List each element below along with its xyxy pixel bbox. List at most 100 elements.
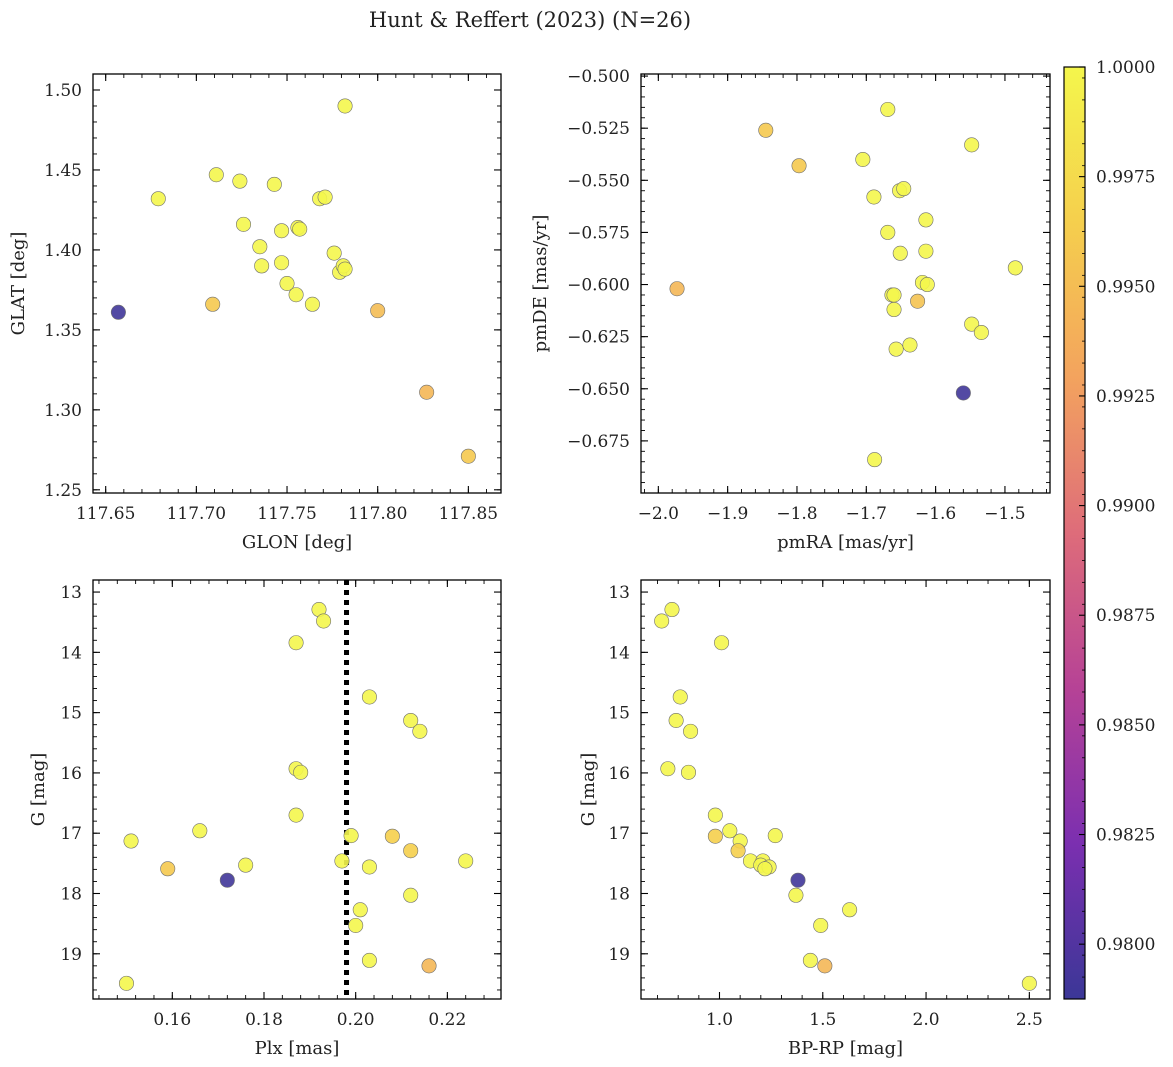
scatter-point — [316, 613, 332, 629]
y-tick-label: −0.650 — [567, 380, 630, 400]
scatter-point — [892, 245, 908, 261]
plot-frame — [640, 73, 1051, 494]
colorbar-tick-label: 0.9825 — [1096, 826, 1155, 846]
colorbar-tick-label: 0.9975 — [1096, 168, 1155, 188]
panel-plx: 0.16 0.18 0.20 0.22 13 14 15 16 17 18 19 Plx [mas] G… — [28, 579, 502, 1059]
scatter-point — [707, 828, 723, 844]
y-tick-label: 18 — [60, 884, 82, 904]
scatter-point — [918, 212, 934, 228]
x-tick-label: 117.85 — [439, 504, 498, 524]
y-tick-label: −0.525 — [567, 119, 630, 139]
panel-pm: −2.0 −1.9 −1.8 −1.7 −1.6 −1.5 −0.500 −0.525 −0.5… — [530, 67, 1051, 553]
scatter-point — [317, 189, 333, 205]
colorbar-tick-label: 0.9875 — [1096, 606, 1155, 626]
scatter-point — [238, 857, 254, 873]
scatter-point — [254, 258, 270, 274]
x-axis-label: GLON [deg] — [242, 532, 352, 553]
scatter-point — [266, 176, 282, 192]
scatter-point — [707, 807, 723, 823]
y-tick-label: 15 — [608, 704, 630, 724]
scatter-point — [219, 872, 235, 888]
y-tick-label: 14 — [60, 643, 82, 663]
scatter-point — [458, 853, 474, 869]
scatter-point — [293, 764, 309, 780]
y-tick-label: 1.30 — [44, 401, 82, 421]
scatter-point — [714, 635, 730, 651]
scatter-point — [886, 287, 902, 303]
x-axis-label: BP-RP [mag] — [788, 1038, 903, 1059]
scatter-point — [337, 261, 353, 277]
scatter-point — [337, 98, 353, 114]
scatter-point — [361, 859, 377, 875]
x-tick-label: 0.16 — [153, 1010, 191, 1030]
scatter-point — [403, 843, 419, 859]
scatter-point — [252, 239, 268, 255]
y-tick-label: 19 — [608, 945, 630, 965]
scatter-point — [384, 828, 400, 844]
y-tick-label: −0.575 — [567, 223, 630, 243]
y-tick-label: 13 — [608, 583, 630, 603]
scatter-point — [886, 302, 902, 318]
colorbar: 0.9800 0.9825 0.9850 0.9875 0.9900 0.9925 0.99… — [1063, 58, 1155, 1000]
scatter-point — [208, 167, 224, 183]
scatter-point — [664, 602, 680, 618]
scatter-point — [361, 689, 377, 705]
scatter-point — [955, 385, 971, 401]
scatter-point — [813, 917, 829, 933]
scatter-point — [722, 823, 738, 839]
scatter-point — [334, 853, 350, 869]
scatter-point — [236, 216, 252, 232]
scatter-point — [788, 887, 804, 903]
scatter-point — [304, 296, 320, 312]
x-tick-label: 0.18 — [245, 1010, 283, 1030]
scatter-point — [683, 723, 699, 739]
x-tick-label: 0.20 — [337, 1010, 375, 1030]
scatter-point — [110, 304, 126, 320]
y-axis-label: G [mag] — [28, 753, 49, 826]
y-tick-label: 13 — [60, 583, 82, 603]
scatter-point — [326, 245, 342, 261]
scatter-point — [880, 224, 896, 240]
scatter-point — [460, 448, 476, 464]
x-tick-label: 1.5 — [809, 1010, 836, 1030]
scatter-point — [1021, 975, 1037, 991]
scatter-point — [123, 833, 139, 849]
scatter-point — [767, 828, 783, 844]
scatter-point — [660, 761, 676, 777]
y-tick-label: 1.35 — [44, 321, 82, 341]
scatter-point — [274, 255, 290, 271]
figure-title: Hunt & Reffert (2023) (N=26) — [369, 8, 691, 32]
scatter-point — [910, 293, 926, 309]
scatter-point — [288, 287, 304, 303]
scatter-point — [343, 828, 359, 844]
colorbar-tick-label: 0.9950 — [1096, 277, 1155, 297]
scatter-point — [964, 137, 980, 153]
x-tick-label: 117.65 — [76, 504, 135, 524]
scatter-point — [880, 101, 896, 117]
scatter-point — [669, 281, 685, 297]
x-tick-label: 117.80 — [348, 504, 407, 524]
y-tick-label: −0.625 — [567, 328, 630, 348]
x-tick-label: −2.0 — [638, 504, 679, 524]
x-tick-label: 1.0 — [706, 1010, 733, 1030]
x-axis-label: pmRA [mas/yr] — [777, 532, 914, 553]
y-tick-label: 18 — [608, 884, 630, 904]
scatter-point — [790, 872, 806, 888]
y-axis-label: pmDE [mas/yr] — [530, 215, 551, 353]
y-tick-label: −0.600 — [567, 276, 630, 296]
scatter-point — [1007, 260, 1023, 276]
x-tick-label: 2.0 — [913, 1010, 940, 1030]
y-tick-label: 14 — [608, 643, 630, 663]
y-axis-label: GLAT [deg] — [8, 232, 29, 336]
panel-cmd: 1.0 1.5 2.0 2.5 13 14 15 16 17 18 19 BP-RP [mag] G [… — [578, 579, 1051, 1059]
y-tick-label: −0.500 — [567, 67, 630, 87]
scatter-point — [160, 861, 176, 877]
y-tick-label: 16 — [608, 764, 630, 784]
scatter-point — [292, 221, 308, 237]
scatter-point — [419, 384, 435, 400]
x-tick-label: −1.6 — [915, 504, 956, 524]
y-tick-label: 19 — [60, 945, 82, 965]
scatter-point — [896, 181, 912, 197]
x-axis-label: Plx [mas] — [255, 1038, 340, 1059]
x-tick-label: 117.70 — [167, 504, 226, 524]
